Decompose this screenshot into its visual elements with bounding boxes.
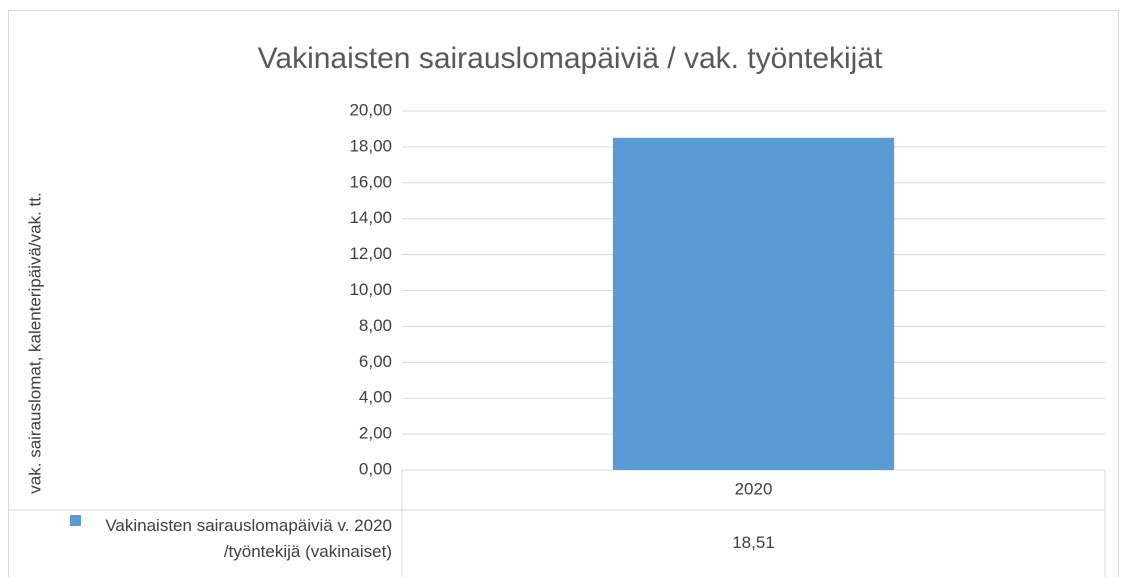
y-tick-label: 20,00 [349, 100, 392, 119]
y-tick-label: 6,00 [359, 352, 392, 371]
chart-border [8, 10, 1119, 577]
x-tick-label: 2020 [735, 479, 773, 498]
legend-text: Vakinaisten sairauslomapäiviä v. 2020 /t… [105, 516, 392, 561]
bar [612, 137, 895, 471]
y-tick-label: 0,00 [359, 459, 392, 478]
chart-title: Vakinaisten sairauslomapäiviä / vak. työ… [258, 42, 883, 75]
y-tick-label: 2,00 [359, 424, 392, 443]
y-tick-label: 10,00 [349, 280, 392, 299]
y-tick-label: 16,00 [349, 172, 392, 191]
y-tick-label: 8,00 [359, 316, 392, 335]
table-border [8, 509, 1106, 577]
table-value: 18,51 [732, 533, 775, 552]
y-tick-label: 4,00 [359, 388, 392, 407]
y-tick-label: 12,00 [349, 244, 392, 263]
y-axis-label: vak. sairauslomat, kalenteripäivä/vak. t… [25, 192, 44, 493]
y-tick-label: 18,00 [349, 136, 392, 155]
legend-key [70, 515, 81, 526]
y-tick-label: 14,00 [349, 208, 392, 227]
